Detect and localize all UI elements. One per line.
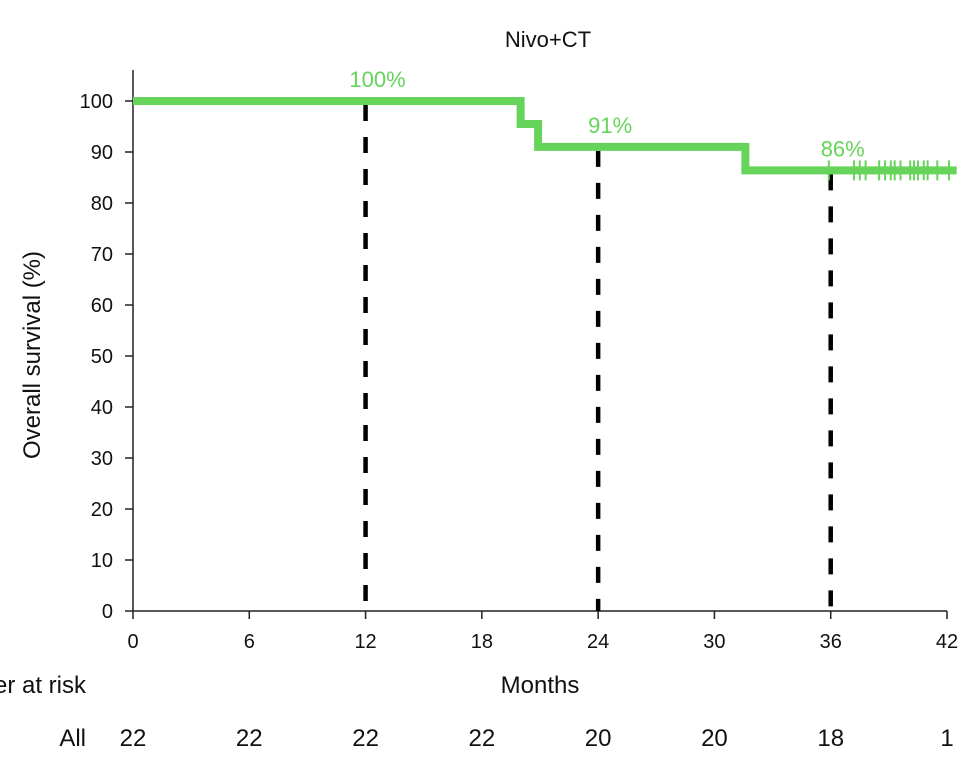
risk-value: 20 (701, 725, 728, 752)
y-tick-label: 80 (91, 193, 113, 215)
survival-annotation: 100% (349, 67, 405, 92)
annotations: 100% 91% 86% (349, 67, 864, 161)
x-tick-label: 18 (471, 631, 493, 653)
risk-table-title: Number at risk (0, 672, 87, 699)
series-group (133, 97, 957, 181)
risk-value: 18 (817, 725, 844, 752)
chart-title: Nivo+CT (505, 27, 591, 52)
survival-annotation: 91% (588, 113, 632, 138)
y-tick-label: 90 (91, 142, 113, 164)
y-tick-label: 70 (91, 244, 113, 266)
risk-value: 22 (469, 725, 496, 752)
y-tick-label: 40 (91, 397, 113, 419)
y-tick-label: 60 (91, 295, 113, 317)
risk-values: 22 22 22 22 20 20 18 1 (120, 725, 954, 752)
x-tick-label: 12 (354, 631, 376, 653)
y-tick-label: 30 (91, 448, 113, 470)
axes: 0 10 20 30 40 50 60 70 80 90 100 0 6 12 18 24 30 36 42 (80, 70, 958, 653)
y-axis-title: Overall survival (%) (19, 251, 46, 459)
reference-lines (363, 105, 833, 611)
x-tick-label: 24 (587, 631, 609, 653)
y-tick-label: 50 (91, 346, 113, 368)
x-tick-label: 36 (820, 631, 842, 653)
risk-row-label: All (59, 725, 86, 752)
y-tick-label: 20 (91, 499, 113, 521)
risk-value: 22 (352, 725, 379, 752)
survival-curve (133, 97, 957, 175)
y-tick-label: 10 (91, 550, 113, 572)
risk-value: 20 (585, 725, 612, 752)
survival-annotation: 86% (821, 136, 865, 161)
x-tick-label: 42 (936, 631, 958, 653)
risk-value: 22 (236, 725, 263, 752)
x-tick-label: 6 (244, 631, 255, 653)
y-tick-label: 100 (80, 91, 113, 113)
x-tick-label: 0 (127, 631, 138, 653)
x-tick-label: 30 (703, 631, 725, 653)
x-axis-title: Months (501, 672, 580, 699)
y-tick-label: 0 (102, 601, 113, 623)
risk-value: 22 (120, 725, 147, 752)
risk-value: 1 (940, 725, 953, 752)
